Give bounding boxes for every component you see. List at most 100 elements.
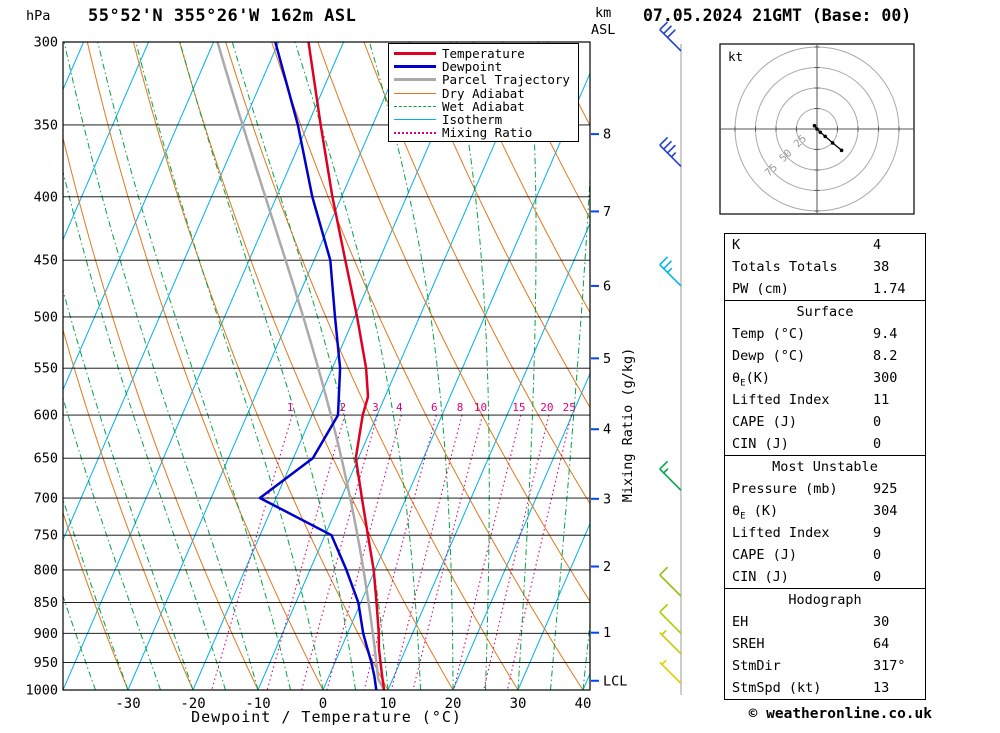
wet-adiabat-line-sample xyxy=(394,105,436,107)
run-datetime: 07.05.2024 21GMT (Base: 00) xyxy=(643,6,912,25)
svg-text:850: 850 xyxy=(34,595,58,611)
svg-text:1: 1 xyxy=(287,401,294,414)
svg-text:10: 10 xyxy=(380,696,397,712)
table-row: θE(K) 300 xyxy=(725,367,925,389)
table-row: CIN (J) 0 xyxy=(725,433,925,455)
pressure-axis-unit: hPa xyxy=(26,8,51,24)
row-value: 304 xyxy=(873,503,898,519)
svg-text:6: 6 xyxy=(431,401,438,414)
temperature-line-sample xyxy=(394,52,436,56)
row-label: StmSpd (kt) xyxy=(732,680,822,696)
table-row: PW (cm) 1.74 xyxy=(725,278,925,300)
row-label: SREH xyxy=(732,636,765,652)
temperature-axis-title: Dewpoint / Temperature (°C) xyxy=(191,708,462,726)
theta-unit: (K) xyxy=(745,370,770,386)
svg-text:-20: -20 xyxy=(180,696,205,712)
row-value: 0 xyxy=(873,569,882,585)
legend-label-isotherm: Isotherm xyxy=(442,111,503,127)
isotherm-line-sample xyxy=(394,119,436,121)
svg-text:4: 4 xyxy=(603,422,611,438)
row-label-theta-e: θE(K) xyxy=(725,367,873,389)
svg-text:3: 3 xyxy=(372,401,379,414)
mixing-ratio-labels: 1 2 3 4 6 8 10 15 20 25 xyxy=(287,401,576,414)
row-label: CAPE (J) xyxy=(732,547,798,563)
parcel-line-sample xyxy=(394,78,436,82)
plot-border xyxy=(62,41,591,691)
row-label: CIN (J) xyxy=(732,569,789,585)
row-value: 13 xyxy=(873,680,890,696)
svg-text:5: 5 xyxy=(603,351,611,367)
legend-item-wet-adiabat: Wet Adiabat xyxy=(394,100,578,113)
legend-label-parcel: Parcel Trajectory xyxy=(442,72,570,88)
row-label: Temp (°C) xyxy=(732,326,806,342)
svg-text:1: 1 xyxy=(603,625,611,641)
svg-text:7: 7 xyxy=(603,204,611,220)
svg-text:0: 0 xyxy=(319,696,327,712)
legend-item-dry-adiabat: Dry Adiabat xyxy=(394,85,578,101)
legend-item-dewpoint: Dewpoint xyxy=(394,60,578,73)
legend-item-temperature: Temperature xyxy=(394,47,578,60)
svg-text:650: 650 xyxy=(34,451,58,467)
theta-symbol: θ xyxy=(732,503,741,519)
legend-label-dry-adiabat: Dry Adiabat xyxy=(442,85,525,101)
legend-label-temperature: Temperature xyxy=(442,46,525,61)
row-value: 9 xyxy=(873,525,882,541)
svg-text:30: 30 xyxy=(510,696,527,712)
most-unstable-table-title: Most Unstable xyxy=(772,459,878,475)
table-row: Lifted Index 11 xyxy=(725,389,925,411)
theta-subscript: E xyxy=(740,378,746,389)
legend-item-isotherm: Isotherm xyxy=(394,113,578,126)
row-label: Dewp (°C) xyxy=(732,348,806,364)
table-row: Temp (°C) 9.4 xyxy=(725,323,925,345)
legend-item-mixing-ratio: Mixing Ratio xyxy=(394,126,578,139)
svg-text:450: 450 xyxy=(34,253,58,269)
row-value: 300 xyxy=(873,370,898,386)
table-row: SREH 64 xyxy=(725,633,925,655)
temperature-axis-labels: -30 -20 -10 0 10 20 30 40 xyxy=(115,696,591,712)
svg-text:-10: -10 xyxy=(245,696,270,712)
mixing-ratio-lines xyxy=(211,414,572,690)
table-row: Totals Totals 38 xyxy=(725,256,925,278)
row-label: K xyxy=(732,237,741,253)
isotherm-lines xyxy=(63,42,590,690)
row-value: 64 xyxy=(873,636,890,652)
svg-text:950: 950 xyxy=(34,655,58,671)
most-unstable-table: Most Unstable Pressure (mb) 925 θE (K) 304… xyxy=(724,455,926,589)
svg-text:8: 8 xyxy=(457,401,464,414)
svg-text:1000: 1000 xyxy=(25,683,58,699)
svg-text:900: 900 xyxy=(34,626,58,642)
table-row: CIN (J) 0 xyxy=(725,566,925,588)
row-label: StmDir xyxy=(732,658,781,674)
svg-text:3: 3 xyxy=(603,491,611,507)
copyright: © weatheronline.co.uk xyxy=(748,706,932,722)
svg-text:LCL: LCL xyxy=(603,673,627,689)
svg-text:40: 40 xyxy=(575,696,592,712)
temperature-curve xyxy=(307,42,386,690)
svg-text:20: 20 xyxy=(540,401,553,414)
mixing-ratio-line-sample xyxy=(394,131,436,134)
dewpoint-curve xyxy=(258,42,378,690)
row-label: EH xyxy=(732,614,749,630)
svg-text:10: 10 xyxy=(474,401,487,414)
table-row: EH 30 xyxy=(725,611,925,633)
row-label: PW (cm) xyxy=(732,281,789,297)
theta-unit: (K) xyxy=(745,503,779,519)
table-row: CAPE (J) 0 xyxy=(725,544,925,566)
row-value: 9.4 xyxy=(873,326,898,342)
row-value: 11 xyxy=(873,392,890,408)
hodograph-table-title: Hodograph xyxy=(788,592,862,608)
chart-legend: Temperature Dewpoint Parcel Trajectory D… xyxy=(388,43,579,143)
table-row: Dewp (°C) 8.2 xyxy=(725,345,925,367)
theta-subscript: E xyxy=(740,511,746,522)
svg-text:550: 550 xyxy=(34,361,58,377)
row-value: 1.74 xyxy=(873,281,906,297)
parcel-trajectory-curve xyxy=(216,42,386,690)
row-value: 925 xyxy=(873,481,898,497)
row-value: 0 xyxy=(873,547,882,563)
row-value: 8.2 xyxy=(873,348,898,364)
row-value: 317° xyxy=(873,658,906,674)
row-value: 38 xyxy=(873,259,890,275)
